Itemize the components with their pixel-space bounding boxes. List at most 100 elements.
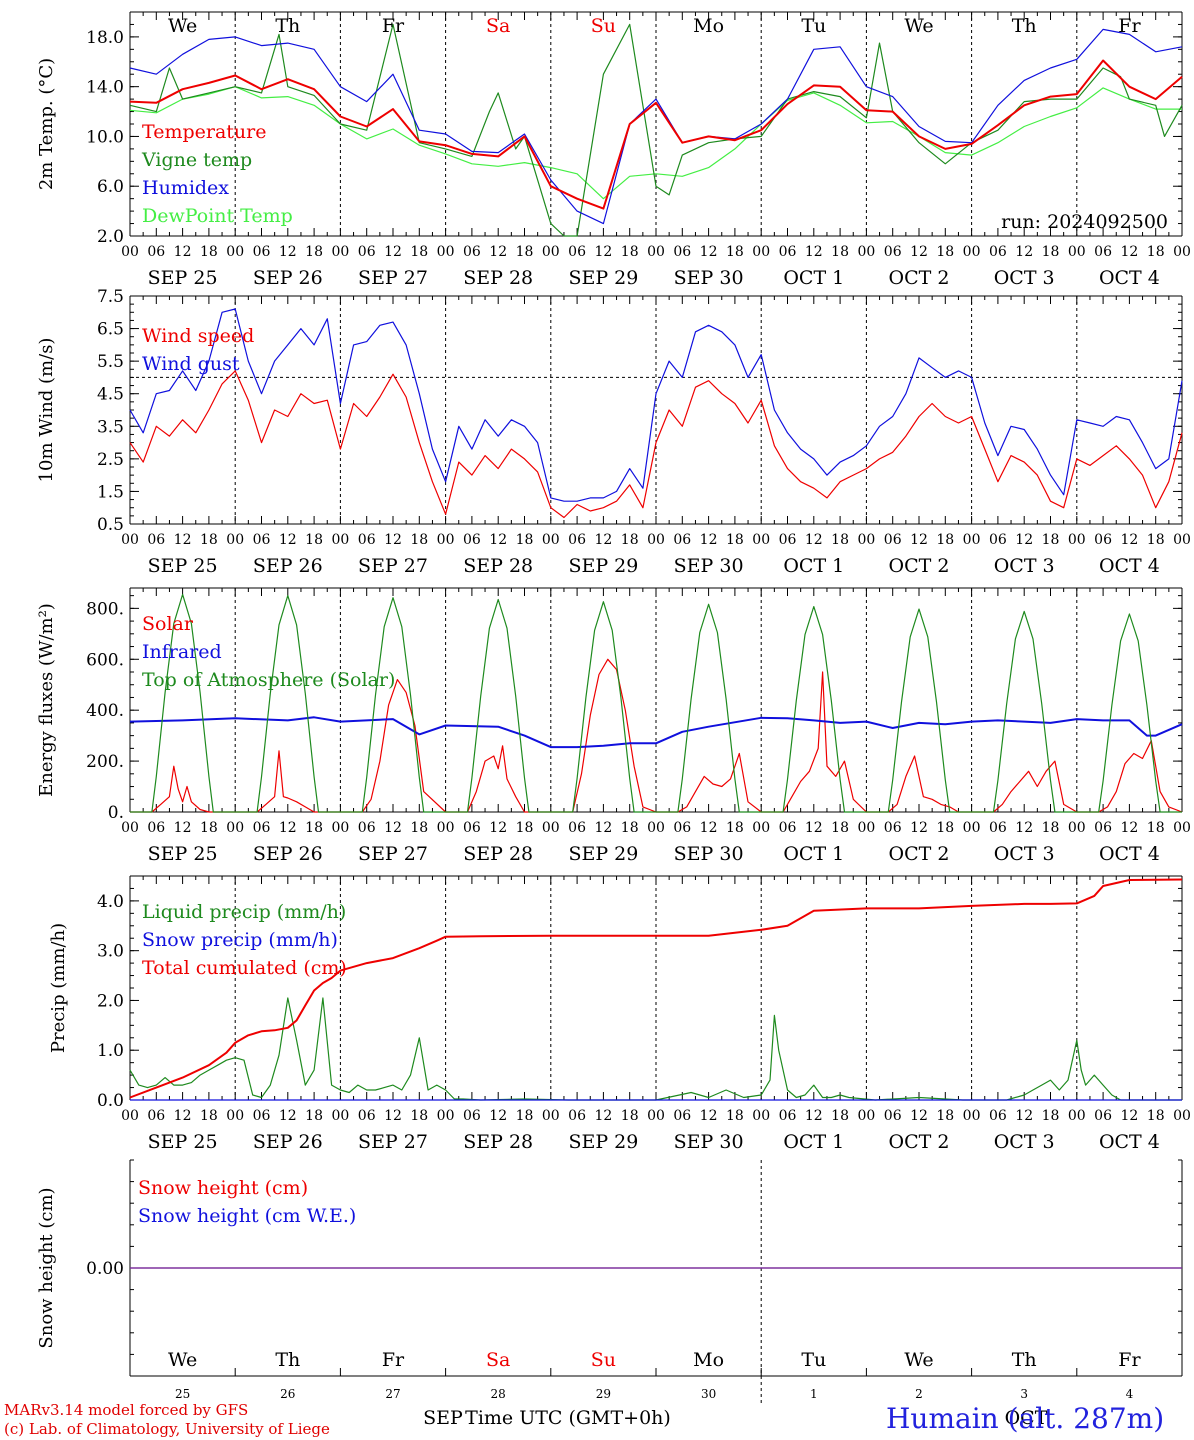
hour-label: 12	[384, 820, 402, 836]
date-label: OCT 1	[783, 555, 844, 577]
hour-label: 12	[805, 532, 823, 548]
hour-label: 12	[384, 532, 402, 548]
hour-label: 12	[910, 820, 928, 836]
hour-label: 00	[1068, 532, 1086, 548]
hour-label: 12	[594, 532, 612, 548]
date-label: SEP 26	[253, 555, 323, 577]
hour-label: 00	[437, 820, 455, 836]
legend-entry: Temperature	[142, 121, 266, 143]
hour-label: 18	[305, 244, 323, 260]
y-tick-label: 0.5	[97, 515, 124, 535]
day-number-label: 3	[1020, 1387, 1028, 1401]
hour-label: 00	[647, 532, 665, 548]
hour-label: 06	[147, 532, 165, 548]
station-name: Humain (alt. 287m)	[886, 1402, 1165, 1435]
hour-label: 12	[1120, 532, 1138, 548]
date-label: OCT 2	[889, 267, 950, 289]
y-tick-label: 200.	[86, 752, 124, 772]
hour-label: 00	[647, 1108, 665, 1124]
hour-label: 18	[936, 1108, 954, 1124]
hour-label: 12	[489, 820, 507, 836]
weekday-label-top: Fr	[1118, 15, 1141, 37]
series-humidex	[129, 28, 1183, 225]
y-tick-label: 3.5	[97, 417, 124, 437]
hour-label: 12	[700, 1108, 718, 1124]
legend-entry: Liquid precip (mm/h)	[142, 901, 346, 923]
y-tick-label: 4.5	[97, 385, 124, 405]
hour-label: 18	[200, 820, 218, 836]
date-label: SEP 27	[358, 267, 428, 289]
weekday-label-top: Mo	[693, 15, 724, 37]
series-infrared	[129, 716, 1183, 749]
hour-label: 00	[1068, 1108, 1086, 1124]
date-label: SEP 26	[253, 267, 323, 289]
legend-entry: Snow precip (mm/h)	[142, 929, 338, 951]
hour-label: 18	[200, 244, 218, 260]
y-tick-label: 3.0	[97, 942, 124, 962]
date-label: OCT 4	[1099, 555, 1160, 577]
legend-entry: Snow height (cm)	[138, 1177, 308, 1199]
hour-label: 18	[1042, 532, 1060, 548]
hour-label: 12	[700, 820, 718, 836]
hour-label: 00	[437, 244, 455, 260]
date-label: OCT 1	[783, 267, 844, 289]
hour-label: 00	[331, 1108, 349, 1124]
hour-label: 06	[147, 244, 165, 260]
day-number-label: 26	[280, 1387, 295, 1401]
day-number-label: 29	[596, 1387, 611, 1401]
hour-label: 06	[147, 820, 165, 836]
hour-label: 06	[358, 244, 376, 260]
hour-label: 12	[1015, 1108, 1033, 1124]
hour-label: 06	[989, 820, 1007, 836]
y-tick-label: 6.0	[97, 177, 124, 197]
hour-label: 06	[989, 1108, 1007, 1124]
hour-label: 06	[779, 1108, 797, 1124]
day-number-label: 2	[915, 1387, 923, 1401]
hour-label: 00	[752, 1108, 770, 1124]
hour-label: 18	[1147, 820, 1165, 836]
y-tick-label: 0.00	[86, 1259, 124, 1279]
date-label: SEP 30	[674, 1131, 744, 1153]
hour-label: 00	[963, 244, 981, 260]
hour-label: 18	[410, 820, 428, 836]
hour-label: 18	[1042, 1108, 1060, 1124]
y-axis-title: 2m Temp. (°C)	[36, 58, 57, 190]
y-axis-title: Precip (mm/h)	[48, 923, 69, 1053]
hour-label: 18	[200, 1108, 218, 1124]
legend-entry: Top of Atmosphere (Solar)	[142, 669, 395, 691]
hour-label: 18	[726, 532, 744, 548]
hour-label: 12	[174, 244, 192, 260]
date-label: SEP 25	[148, 843, 218, 865]
date-label: SEP 27	[358, 843, 428, 865]
legend-entry: Snow height (cm W.E.)	[138, 1205, 356, 1227]
date-label: SEP 29	[568, 555, 638, 577]
legend-entry: Wind speed	[142, 325, 254, 347]
hour-label: 06	[463, 820, 481, 836]
hour-label: 12	[700, 244, 718, 260]
hour-label: 00	[226, 244, 244, 260]
hour-label: 18	[621, 244, 639, 260]
hour-label: 18	[1147, 1108, 1165, 1124]
day-number-label: 28	[491, 1387, 506, 1401]
hour-label: 06	[989, 244, 1007, 260]
hour-label: 12	[174, 1108, 192, 1124]
hour-label: 06	[147, 1108, 165, 1124]
day-number-label: 25	[175, 1387, 190, 1401]
hour-label: 00	[542, 532, 560, 548]
hour-label: 18	[831, 1108, 849, 1124]
hour-label: 00	[963, 820, 981, 836]
date-label: OCT 3	[994, 267, 1055, 289]
hour-label: 06	[568, 244, 586, 260]
hour-label: 00	[1173, 820, 1191, 836]
series-dewpoint-temp	[129, 86, 1182, 200]
hour-label: 18	[1147, 532, 1165, 548]
weekday-label-top: Fr	[382, 15, 405, 37]
hour-label: 18	[1042, 244, 1060, 260]
hour-label: 06	[463, 1108, 481, 1124]
date-label: SEP 28	[463, 843, 533, 865]
date-label: SEP 30	[674, 555, 744, 577]
hour-label: 06	[253, 244, 271, 260]
series-total-cumulated-cm-	[129, 878, 1183, 1099]
hour-label: 12	[1015, 244, 1033, 260]
